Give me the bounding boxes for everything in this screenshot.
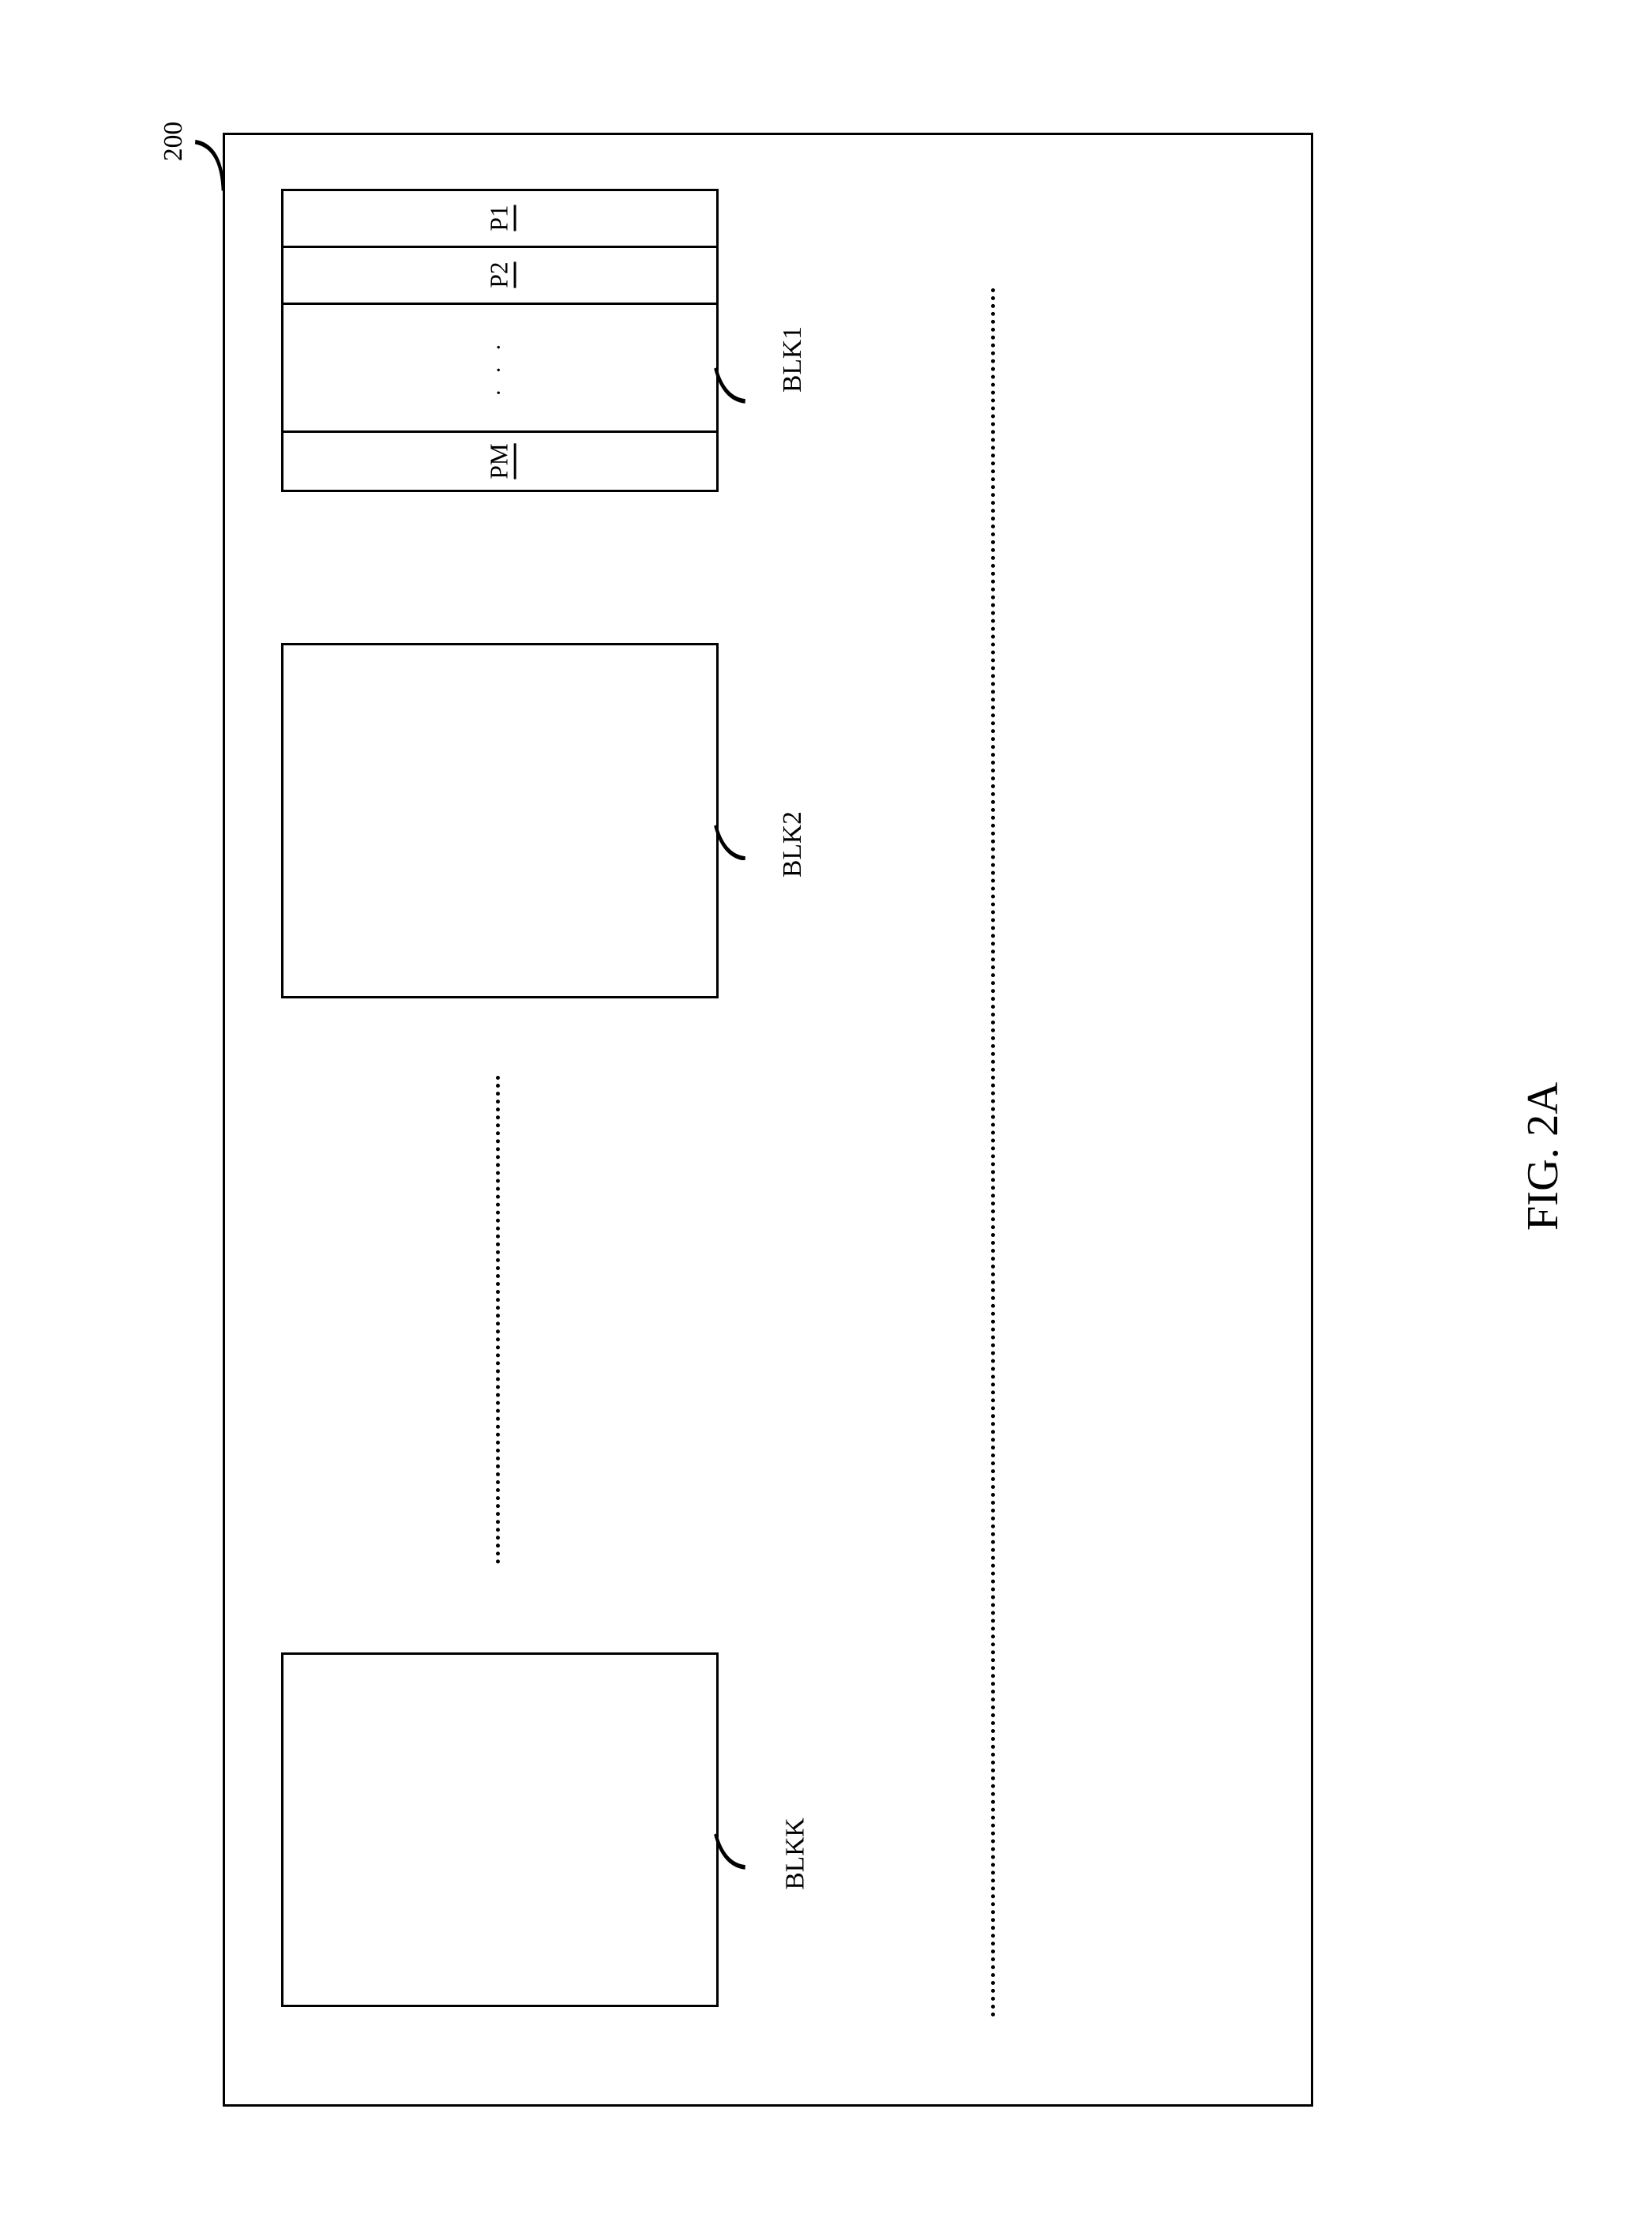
- memory-block-blkk: [281, 1652, 719, 2007]
- block-label-lead: [714, 823, 747, 861]
- page-label: PM: [486, 444, 514, 479]
- continuation-dots: [496, 1076, 500, 1564]
- figure-page: 200 FIG. 2A P1 P2 · · · PM BLK1 BLK2 BLKK: [0, 0, 1652, 2218]
- page-label: P1: [486, 205, 514, 231]
- block-label-lead: [714, 1832, 747, 1870]
- block-label: BLK1: [778, 326, 808, 393]
- page-ellipsis-row: · · ·: [283, 305, 716, 434]
- figure-caption: FIG. 2A: [1518, 1082, 1568, 1231]
- continuation-dots: [991, 288, 995, 2018]
- page-label: P2: [486, 261, 514, 288]
- block-label: BLKK: [781, 1818, 811, 1889]
- ellipsis-icon: · · ·: [486, 339, 512, 397]
- memory-block-blk2: [281, 643, 719, 998]
- page-row: P2: [283, 248, 716, 305]
- block-label-lead: [714, 366, 747, 404]
- container-ref-lead: [192, 137, 225, 193]
- page-row: P1: [283, 191, 716, 248]
- block-label: BLK2: [778, 811, 808, 878]
- figure-canvas: 200 FIG. 2A P1 P2 · · · PM BLK1 BLK2 BLKK: [0, 0, 1652, 2218]
- memory-block-blk1: P1 P2 · · · PM: [281, 189, 719, 493]
- container-ref-label: 200: [159, 122, 189, 161]
- page-row: PM: [283, 433, 716, 490]
